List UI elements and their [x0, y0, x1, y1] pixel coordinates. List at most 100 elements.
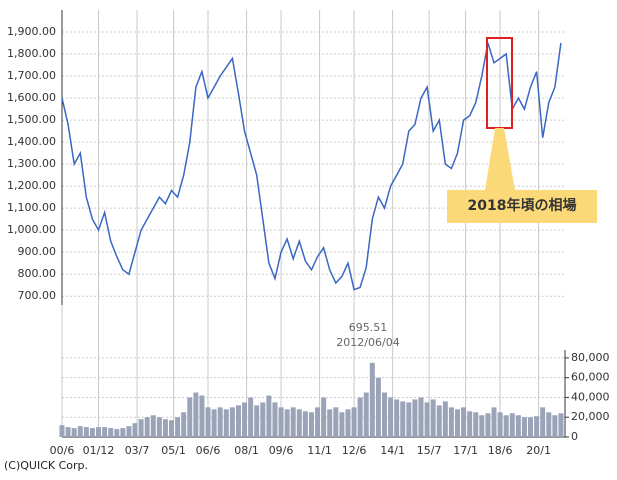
bar [327, 409, 333, 437]
x-tick-label: 09/6 [269, 444, 294, 457]
bar [418, 397, 424, 437]
bar [369, 362, 375, 437]
bar [169, 420, 175, 437]
bar [114, 429, 120, 437]
y-tick-label: 1,300.00 [7, 157, 56, 170]
bar [193, 392, 199, 437]
bar [156, 417, 162, 437]
y-tick-label: 700.00 [18, 289, 57, 302]
bar [491, 407, 497, 437]
y-tick-label: 1,900.00 [7, 25, 56, 38]
bar [315, 407, 321, 437]
bar [424, 402, 430, 437]
bar [187, 397, 193, 437]
bar [132, 423, 138, 437]
bar [108, 428, 114, 437]
x-tick-label: 06/6 [196, 444, 221, 457]
x-tick-label: 11/1 [307, 444, 332, 457]
bar [175, 417, 181, 437]
bar [540, 407, 546, 437]
bar [388, 397, 394, 437]
bar [442, 401, 448, 437]
bar [351, 407, 357, 437]
bar [485, 413, 491, 437]
annotation: 2012/06/04 [336, 336, 399, 349]
x-tick-label: 17/1 [453, 444, 478, 457]
y-tick-label: 1,400.00 [7, 135, 56, 148]
y-tick-label: 1,700.00 [7, 69, 56, 82]
x-tick-label: 05/1 [161, 444, 186, 457]
bar [479, 415, 485, 437]
bar [473, 412, 479, 437]
bar [375, 377, 381, 437]
bar [461, 407, 467, 437]
bar [339, 412, 345, 437]
x-tick-label: 03/7 [125, 444, 150, 457]
bar [455, 409, 461, 437]
bar [296, 409, 302, 437]
bar [412, 399, 418, 437]
bar [290, 407, 296, 437]
bar [436, 405, 442, 437]
bar [400, 401, 406, 437]
bar [503, 415, 509, 437]
x-tick-label: 08/1 [234, 444, 259, 457]
bar [467, 411, 473, 437]
bar [308, 412, 314, 437]
bar [83, 427, 89, 437]
bar [181, 412, 187, 437]
bar [528, 417, 534, 437]
bar [284, 409, 290, 437]
bar [102, 427, 108, 437]
bar [509, 413, 515, 437]
x-tick-label: 12/6 [342, 444, 367, 457]
bar [96, 427, 102, 437]
bar [138, 419, 144, 437]
y2-tick-label: 40,000 [571, 390, 610, 403]
bar [272, 402, 278, 437]
plot-layer: 00/6 01/12 03/7 05/1 06/6 08/1 09/6 11/1 12/6 14/… [7, 10, 610, 457]
x-tick-label: 20/1 [526, 444, 551, 457]
x-tick-label: 18/6 [488, 444, 513, 457]
y2-tick-label: 20,000 [571, 410, 610, 423]
price-line [61, 42, 562, 291]
bar [333, 407, 339, 437]
y-tick-label: 1,200.00 [7, 179, 56, 192]
y-tick-label: 1,600.00 [7, 91, 56, 104]
bar [302, 411, 308, 437]
bar [406, 402, 412, 437]
bar [357, 397, 363, 437]
bar [430, 399, 436, 437]
bar [515, 415, 521, 437]
bar [497, 412, 503, 437]
y-tick-label: 1,100.00 [7, 201, 56, 214]
y-tick-label: 800.00 [18, 267, 57, 280]
bar [235, 405, 241, 437]
bar [199, 395, 205, 437]
bar [248, 397, 254, 437]
bar [211, 409, 217, 437]
bar [223, 409, 229, 437]
bar [71, 428, 77, 437]
bar [77, 426, 83, 437]
callout-pointer [485, 128, 515, 190]
y-tick-label: 1,800.00 [7, 47, 56, 60]
bar [381, 392, 387, 437]
bar [260, 402, 266, 437]
bar [266, 395, 272, 437]
bar [150, 415, 156, 437]
bar [278, 407, 284, 437]
bar [254, 405, 260, 437]
copyright: (C)QUICK Corp. [4, 459, 88, 472]
bar [144, 417, 150, 437]
y-tick-label: 900.00 [18, 245, 57, 258]
y2-tick-label: 0 [571, 430, 578, 443]
y-tick-label: 1,500.00 [7, 113, 56, 126]
bar [217, 407, 223, 437]
x-tick-label: 00/6 [50, 444, 75, 457]
y2-tick-label: 80,000 [571, 351, 610, 364]
bar [546, 412, 552, 437]
x-tick-label: 14/1 [380, 444, 405, 457]
